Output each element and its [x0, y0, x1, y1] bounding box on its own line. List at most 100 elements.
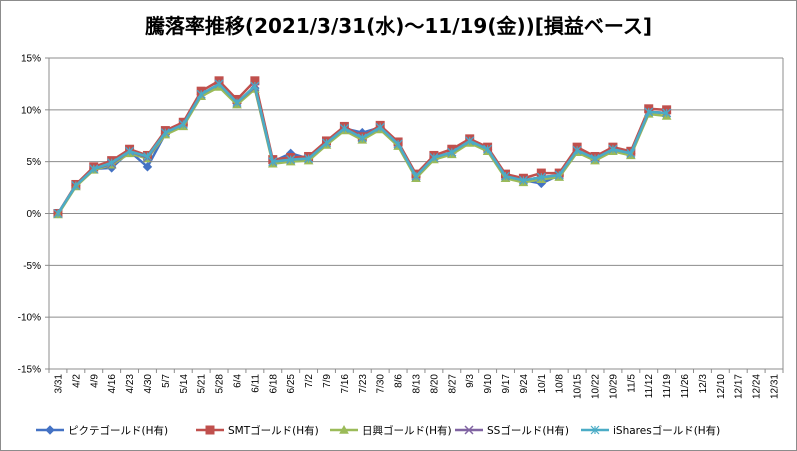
series-4 — [53, 79, 672, 218]
x-tick-label: 8/20 — [429, 374, 440, 394]
data-point — [465, 136, 475, 146]
x-tick-label: 12/10 — [716, 374, 727, 399]
data-point — [554, 170, 564, 180]
legend-item: SSゴールド(H有) — [455, 424, 569, 437]
legend-label: ピクテゴールド(H有) — [68, 424, 168, 437]
x-tick-label: 6/25 — [286, 374, 297, 394]
x-tick-label: 6/18 — [268, 374, 279, 394]
x-tick-label: 10/15 — [573, 374, 584, 399]
data-point — [662, 108, 672, 118]
data-point — [160, 128, 170, 138]
data-point — [339, 424, 349, 434]
data-point — [501, 171, 510, 181]
data-point — [71, 181, 81, 190]
data-point — [45, 425, 55, 435]
data-point — [572, 145, 582, 155]
legend-item: SMTゴールド(H有) — [196, 424, 319, 437]
data-point — [626, 148, 636, 158]
data-point — [125, 146, 134, 156]
x-tick-label: 11/19 — [662, 374, 673, 399]
x-tick-label: 9/3 — [465, 374, 476, 388]
x-tick-label: 9/24 — [519, 374, 530, 394]
y-tick-label: -5% — [23, 261, 41, 272]
x-tick-label: 6/4 — [232, 374, 243, 388]
data-point — [107, 158, 117, 168]
x-tick-label: 4/9 — [89, 374, 100, 388]
x-tick-label: 5/14 — [179, 374, 190, 394]
series-1 — [53, 76, 672, 218]
x-tick-label: 8/13 — [412, 374, 423, 394]
data-point — [250, 81, 260, 91]
y-tick-label: 0% — [27, 209, 42, 220]
x-tick-label: 6/11 — [250, 374, 261, 393]
series-group — [53, 76, 672, 219]
x-tick-label: 9/10 — [483, 374, 494, 394]
x-tick-label: 10/29 — [608, 374, 619, 399]
data-point — [142, 162, 153, 172]
data-point — [214, 79, 224, 89]
data-point — [89, 164, 99, 174]
x-tick-label: 5/21 — [197, 374, 208, 394]
y-axis: 15% 10% 5% 0% -5% -10% -15% — [18, 54, 50, 376]
x-tick-label: 8/27 — [447, 374, 458, 394]
data-point — [232, 98, 242, 108]
data-point — [304, 154, 314, 163]
x-tick-label: 7/9 — [322, 374, 333, 388]
data-point — [644, 107, 654, 117]
legend-item: ピクテゴールド(H有) — [36, 424, 168, 437]
x-tick-label: 7/23 — [358, 374, 369, 394]
x-tick-label: 4/2 — [71, 374, 82, 388]
data-point — [518, 175, 528, 185]
data-point — [196, 89, 206, 99]
data-point — [483, 144, 493, 154]
x-tick-label: 12/31 — [770, 374, 781, 399]
legend-item: iSharesゴールド(H有) — [581, 424, 720, 437]
data-point — [286, 155, 296, 165]
x-tick-label: 12/3 — [698, 374, 709, 394]
x-tick-label: 4/30 — [143, 374, 154, 394]
x-tick-label: 3/31 — [53, 374, 64, 394]
x-tick-label: 11/26 — [680, 374, 691, 399]
x-tick-label: 4/16 — [107, 374, 118, 394]
x-tick-label: 9/17 — [501, 374, 512, 394]
y-tick-label: -15% — [18, 365, 41, 376]
data-point — [608, 144, 618, 154]
data-point — [268, 157, 278, 167]
data-point — [205, 425, 215, 435]
legend-label: SSゴールド(H有) — [487, 424, 569, 437]
data-point — [590, 425, 600, 435]
x-tick-label: 10/8 — [555, 374, 566, 394]
data-point — [357, 133, 367, 143]
data-point — [464, 425, 474, 435]
chart-title: 騰落率推移(2021/3/31(水)～11/19(金))[損益ベース] — [144, 14, 653, 38]
y-tick-label: 15% — [21, 54, 41, 65]
data-point — [411, 171, 421, 181]
legend-label: SMTゴールド(H有) — [228, 424, 319, 437]
x-tick-label: 12/24 — [752, 374, 763, 399]
data-point — [393, 139, 403, 149]
legend-label: 日興ゴールド(H有) — [362, 424, 452, 437]
x-tick-label: 10/1 — [537, 374, 548, 394]
data-point — [429, 153, 439, 162]
data-point — [143, 152, 152, 161]
x-tick-label: 7/2 — [304, 374, 315, 388]
x-tick-label: 11/12 — [644, 374, 655, 399]
data-point — [322, 138, 331, 148]
y-tick-label: 10% — [21, 105, 41, 116]
data-point — [339, 124, 349, 133]
legend: ピクテゴールド(H有) SMTゴールド(H有) 日興ゴールド(H有) SSゴールド(H… — [36, 424, 720, 437]
x-tick-label: 10/22 — [591, 374, 602, 399]
x-tick-label: 5/7 — [161, 374, 172, 388]
legend-label: iSharesゴールド(H有) — [613, 424, 720, 437]
x-tick-label: 11/5 — [626, 374, 637, 393]
x-tick-label: 5/28 — [215, 374, 226, 394]
y-tick-label: 5% — [27, 157, 42, 168]
x-tick-label: 8/6 — [394, 374, 405, 388]
y-tick-label: -10% — [18, 313, 41, 324]
data-point — [53, 209, 63, 218]
data-point — [447, 147, 457, 157]
x-tick-label: 7/16 — [340, 374, 351, 394]
x-tick-label: 7/30 — [376, 374, 387, 394]
